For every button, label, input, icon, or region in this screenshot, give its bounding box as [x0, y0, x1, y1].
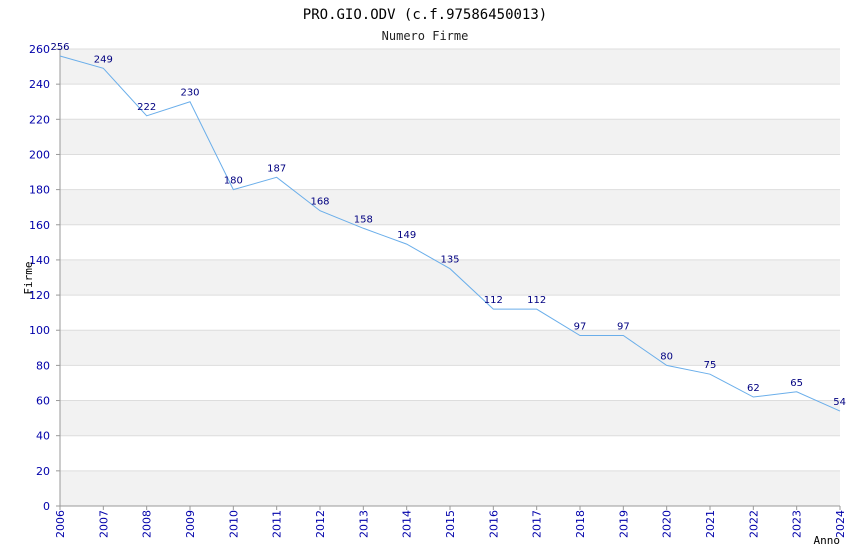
series-line: [59, 55, 841, 412]
y-tick-label: 180: [29, 184, 50, 197]
data-label: 112: [484, 295, 503, 306]
grid-bands: [60, 49, 840, 506]
y-tick-label: 80: [36, 359, 50, 372]
x-tick-label: 2016: [487, 510, 500, 538]
y-tick-label: 220: [29, 113, 50, 126]
y-axis-label: Firme: [22, 261, 35, 294]
y-axis-ticks: 0 20 40 60 80 100 120 140 160 180 200 220 240 260: [29, 43, 60, 513]
data-label: 149: [397, 230, 416, 241]
data-label: 135: [440, 255, 459, 266]
data-label: 222: [137, 102, 156, 113]
x-tick-label: 2017: [531, 510, 544, 538]
x-tick-label: 2015: [444, 510, 457, 538]
grid-band: [60, 470, 840, 506]
data-label: 75: [704, 360, 717, 371]
x-tick-label: 2022: [747, 510, 760, 538]
y-tick-label: 0: [43, 500, 50, 513]
y-tick-label: 160: [29, 219, 50, 232]
grid-band: [60, 400, 840, 436]
data-label: 180: [224, 176, 243, 187]
x-tick-label: 2007: [97, 510, 110, 538]
y-tick-label: 200: [29, 148, 50, 161]
chart-title: PRO.GIO.ODV (c.f.97586450013): [303, 7, 547, 23]
grid-band: [60, 365, 840, 401]
data-label: 256: [50, 42, 69, 53]
y-tick-label: 260: [29, 43, 50, 56]
grid-band: [60, 84, 840, 120]
grid-band: [60, 119, 840, 155]
x-tick-label: 2008: [141, 510, 154, 538]
x-tick-label: 2011: [271, 510, 284, 538]
y-tick-label: 100: [29, 324, 50, 337]
x-tick-label: 2021: [704, 510, 717, 538]
y-tick-label: 240: [29, 78, 50, 91]
y-tick-label: 140: [29, 254, 50, 267]
y-tick-label: 60: [36, 395, 50, 408]
x-tick-label: 2009: [184, 510, 197, 538]
grid-lines: [60, 48, 840, 472]
x-tick-label: 2013: [357, 510, 370, 538]
data-label: 62: [747, 383, 760, 394]
data-label: 80: [660, 351, 673, 362]
x-axis-label: Anno: [814, 534, 841, 547]
grid-band: [60, 330, 840, 366]
x-tick-label: 2014: [401, 510, 414, 538]
grid-band: [60, 49, 840, 85]
x-tick-label: 2010: [227, 510, 240, 538]
x-tick-label: 2018: [574, 510, 587, 538]
x-tick-label: 2019: [617, 510, 630, 538]
grid-band: [60, 189, 840, 225]
data-label: 65: [790, 378, 803, 389]
data-label: 168: [310, 197, 329, 208]
y-tick-label: 20: [36, 465, 50, 478]
data-label: 187: [267, 163, 286, 174]
y-tick-label: 120: [29, 289, 50, 302]
grid-band: [60, 295, 840, 331]
grid-band: [60, 259, 840, 296]
y-tick-label: 40: [36, 430, 50, 443]
x-tick-label: 2012: [314, 510, 327, 538]
data-label: 97: [574, 322, 587, 333]
x-axis-ticks: 2006 2007 2008 2009 2010 2011 2012 2013 2014 2015…: [54, 506, 847, 538]
grid-band: [60, 154, 840, 190]
grid-band: [60, 435, 840, 471]
x-tick-label: 2024: [834, 510, 847, 538]
x-tick-label: 2020: [661, 510, 674, 538]
x-tick-label: 2023: [791, 510, 804, 538]
data-label: 158: [354, 214, 373, 225]
grid-band: [60, 224, 840, 260]
data-label: 249: [94, 54, 113, 65]
data-label: 112: [527, 295, 546, 306]
x-tick-label: 2006: [54, 510, 67, 538]
data-label: 54: [833, 397, 846, 408]
data-label: 97: [617, 322, 630, 333]
data-label: 230: [180, 88, 199, 99]
chart-subtitle: Numero Firme: [382, 29, 469, 43]
data-labels: 256 249 222 230 180 187 168 158 149 135 112 112 97 97…: [50, 42, 846, 408]
